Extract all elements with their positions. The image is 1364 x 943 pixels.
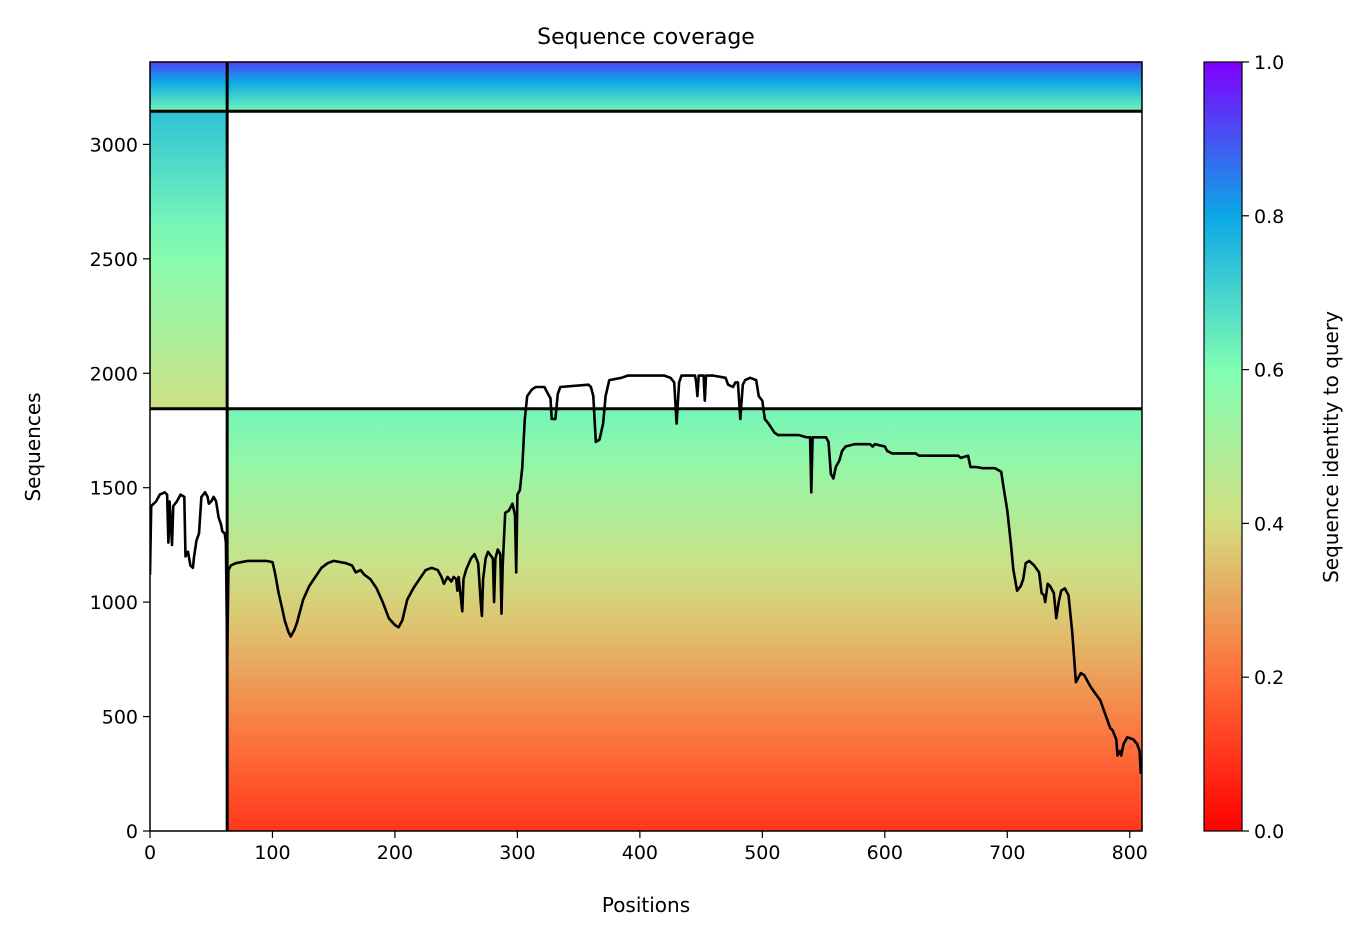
x-tick-label: 600: [867, 842, 903, 864]
y-tick-label: 2500: [90, 249, 138, 271]
coverage-block: [227, 62, 1142, 112]
colorbar-tick-label: 0.2: [1254, 667, 1284, 689]
x-tick-label: 800: [1112, 842, 1148, 864]
y-tick-label: 500: [102, 707, 138, 729]
colorbar-tick-label: 1.0: [1254, 52, 1284, 74]
x-tick-label: 0: [144, 842, 156, 864]
y-tick-label: 1500: [90, 478, 138, 500]
y-tick-label: 0: [126, 821, 138, 843]
coverage-block: [150, 111, 228, 409]
colorbar-tick-label: 0.4: [1254, 513, 1284, 535]
x-tick-label: 100: [254, 842, 290, 864]
colorbar-scale: [1203, 61, 1243, 832]
y-axis-label: Sequences: [21, 392, 45, 501]
colorbar-label: Sequence identity to query: [1319, 311, 1343, 583]
x-axis-label: Positions: [602, 893, 690, 917]
y-tick-label: 3000: [90, 134, 138, 156]
colorbar-tick-label: 0.8: [1254, 206, 1284, 228]
coverage-block: [227, 408, 1142, 831]
coverage-line: [150, 374, 1142, 774]
colorbar-tick-label: 0.0: [1254, 821, 1284, 843]
chart-title: Sequence coverage: [537, 25, 755, 50]
y-tick-label: 1000: [90, 592, 138, 614]
y-tick-label: 2000: [90, 363, 138, 385]
x-tick-label: 700: [989, 842, 1025, 864]
coverage-block: [150, 62, 228, 112]
plot-frame: [149, 61, 1143, 832]
colorbar-tick-label: 0.6: [1254, 360, 1284, 382]
x-tick-label: 400: [622, 842, 658, 864]
x-tick-label: 500: [744, 842, 780, 864]
x-tick-label: 200: [377, 842, 413, 864]
x-tick-label: 300: [499, 842, 535, 864]
